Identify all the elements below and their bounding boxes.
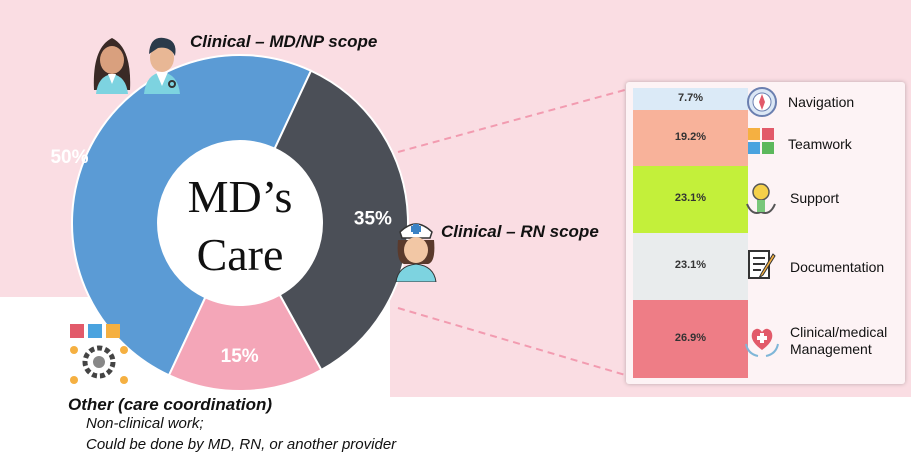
connector-line-top [397, 87, 633, 153]
donut-value-label-2: 35% [354, 208, 392, 229]
puzzle-icon [748, 128, 774, 154]
bar-value-label-4: 26.9% [674, 331, 707, 344]
compass-icon [747, 87, 777, 117]
support-icon [746, 183, 776, 214]
connector-line-bottom [397, 307, 633, 378]
bar-segment-3: 23.1% [633, 233, 748, 300]
donut-value-label-1: 15% [221, 346, 259, 367]
bar-segment-1: 19.2% [633, 110, 748, 166]
label-md-np-scope: Clinical – MD/NP scope [190, 32, 378, 51]
bar-value-label-2: 23.1% [674, 192, 707, 205]
medical-hands-icon [745, 328, 779, 357]
bar-value-label-0: 7.7% [677, 92, 704, 105]
documentation-icon [748, 250, 776, 279]
note-line-2: Could be done by MD, RN, or another prov… [86, 436, 397, 453]
care-coordination-icon [70, 324, 128, 384]
stacked-bar: 7.7% 19.2% 23.1% 23.1% 26.9% [633, 88, 748, 378]
center-title-line2: Care [197, 229, 284, 280]
bar-segment-0: 7.7% [633, 88, 748, 111]
label-rn-scope: Clinical – RN scope [441, 222, 599, 241]
category-label-teamwork: Teamwork [788, 136, 852, 152]
center-title-line1: MD’s [188, 171, 293, 222]
donut-hole [158, 141, 322, 305]
category-label-navigation: Navigation [788, 94, 855, 110]
breakdown-panel: 7.7% 19.2% 23.1% 23.1% 26.9% Navigation Team… [626, 82, 905, 384]
donut-value-label-0: 50% [50, 147, 88, 168]
nurse-icon [395, 223, 437, 282]
bar-segment-2: 23.1% [633, 166, 748, 233]
bar-value-label-3: 23.1% [674, 259, 707, 272]
category-label-clinical-medical-management: Clinical/medical Management [790, 324, 888, 357]
note-line-1: Non-clinical work; [86, 415, 204, 432]
doctors-icon [93, 37, 180, 94]
label-other-care-coordination: Other (care coordination) [68, 395, 273, 414]
category-label-support: Support [790, 190, 840, 206]
bar-segment-4: 26.9% [633, 299, 748, 378]
bar-value-label-1: 19.2% [674, 131, 707, 144]
category-label-documentation: Documentation [790, 259, 885, 275]
